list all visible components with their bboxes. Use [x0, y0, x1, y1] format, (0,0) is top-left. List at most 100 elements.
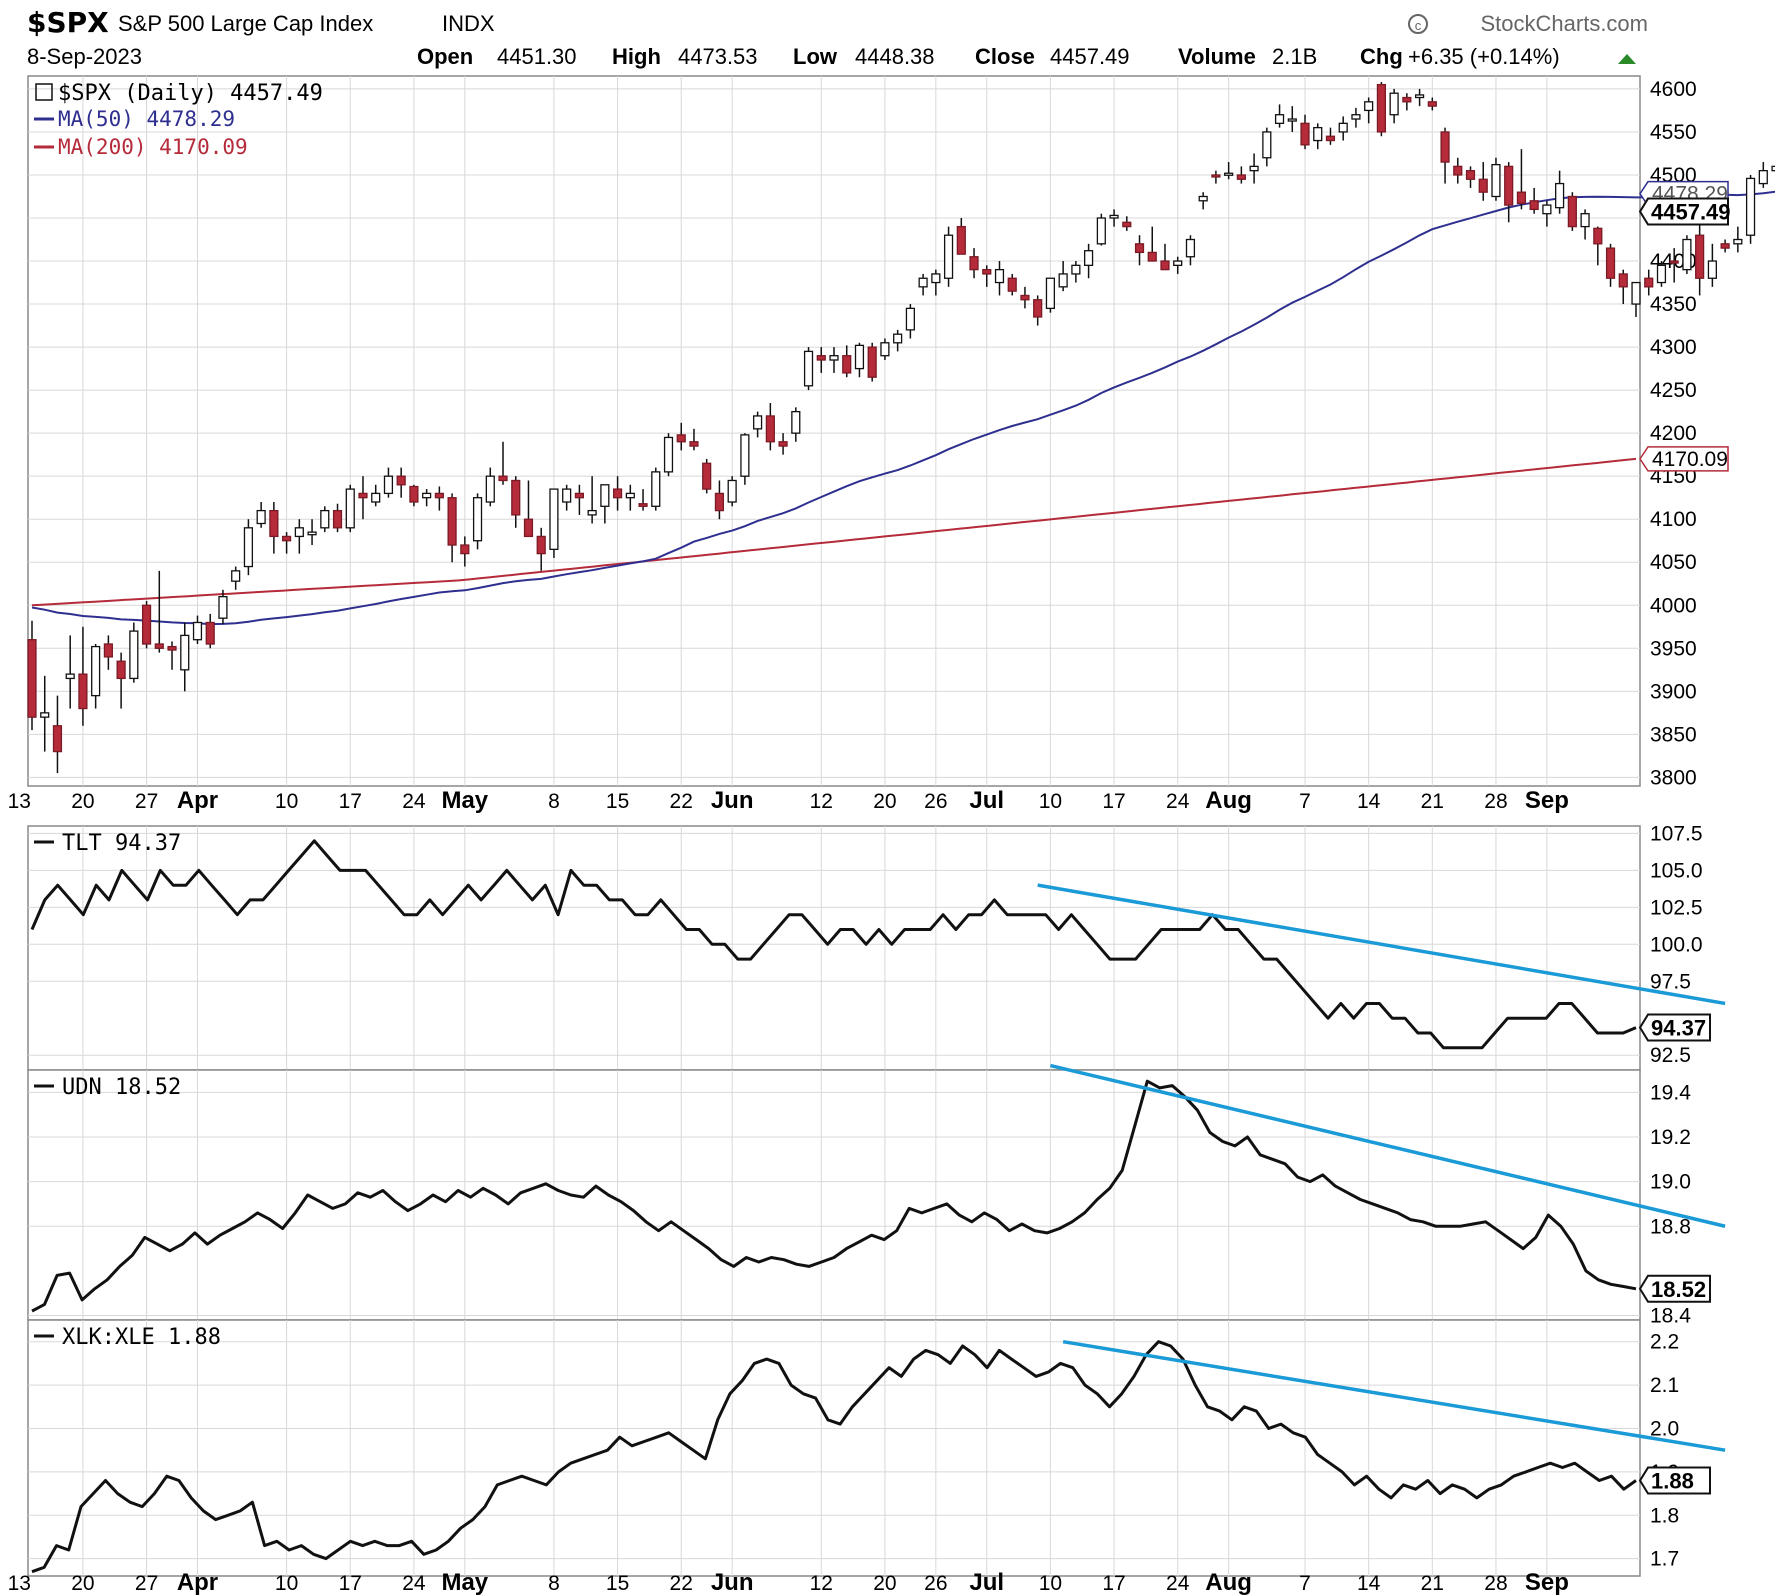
x-tick-label: 28: [1484, 1572, 1507, 1595]
candle-body: [129, 630, 139, 680]
triangle-up-icon: [1618, 54, 1636, 64]
brand: StockCharts.com: [1481, 11, 1649, 36]
candle: [765, 403, 775, 451]
candle-body: [638, 503, 648, 507]
candle-body: [1758, 170, 1768, 185]
series-legend: XLK:XLE 1.88: [62, 1325, 221, 1350]
x-tick-label: 24: [1166, 790, 1190, 813]
x-tick-label: 15: [606, 1572, 629, 1595]
candle-body: [727, 479, 737, 503]
candle: [943, 226, 954, 287]
candle: [574, 484, 584, 515]
candle-body: [1771, 165, 1775, 172]
candle-body: [1567, 195, 1577, 228]
candle-body: [663, 436, 674, 473]
symbol: $SPX: [27, 6, 109, 39]
x-tick-label: 12: [810, 1572, 833, 1595]
candle: [778, 433, 788, 455]
candle-body: [625, 492, 635, 499]
chg-value: +6.35 (+0.14%): [1408, 44, 1560, 69]
candle: [816, 347, 826, 373]
candle: [1555, 170, 1565, 214]
candle-body: [472, 497, 483, 542]
series-legend: UDN 18.52: [62, 1075, 181, 1100]
legend-main: $SPX (Daily) 4457.49: [58, 81, 323, 106]
candle-body: [1453, 165, 1463, 176]
x-tick-label: May: [441, 787, 488, 814]
candle: [1707, 243, 1717, 287]
candle-body: [485, 475, 495, 503]
y-tick-label: 4350: [1650, 293, 1697, 316]
x-tick-label: 10: [275, 1572, 298, 1595]
chg-label: Chg: [1360, 44, 1403, 69]
candle: [600, 484, 610, 524]
candle-body: [1198, 195, 1208, 202]
candle: [651, 467, 661, 511]
y-tick-label: 1.8: [1650, 1504, 1679, 1527]
candle: [842, 345, 852, 378]
candle: [905, 304, 915, 339]
candle: [829, 347, 839, 373]
candle: [714, 480, 725, 520]
candle: [854, 342, 865, 378]
candle-body: [460, 544, 470, 555]
candle: [269, 502, 279, 554]
x-axis-0: 13 20 27 Apr 10 17 24 May 8 15 22 Jun 12 20 26 Jul 10 17 2…: [8, 787, 1569, 814]
y-tick-label: 2.2: [1650, 1331, 1679, 1354]
exchange: INDX: [442, 11, 495, 36]
candle: [383, 467, 394, 498]
candle-body: [40, 712, 50, 718]
candle-body: [52, 725, 63, 753]
candle: [982, 265, 992, 287]
candle-body: [422, 492, 432, 499]
candle-body: [1733, 238, 1743, 245]
candle: [1465, 166, 1476, 188]
candle-body: [1096, 217, 1106, 245]
candle-body: [307, 531, 317, 536]
candle-body: [371, 492, 381, 503]
candle: [931, 269, 941, 296]
candle: [1682, 235, 1692, 274]
candle: [192, 615, 203, 644]
candle: [65, 635, 75, 709]
y-tick-label: 3850: [1650, 723, 1697, 746]
x-tick-label: Jun: [711, 1569, 754, 1595]
candle: [472, 493, 483, 550]
candle-body: [740, 434, 750, 477]
candle-body: [1109, 214, 1119, 219]
candle-body: [1593, 227, 1603, 245]
x-tick-label: 12: [810, 790, 833, 813]
y-tick-label: 3900: [1650, 680, 1697, 703]
candle-body: [893, 333, 903, 344]
candle-body: [1542, 204, 1552, 215]
candle: [1567, 192, 1577, 231]
x-tick-label: May: [441, 1569, 488, 1595]
candle: [1313, 123, 1323, 150]
y-tick-label: 4300: [1650, 336, 1697, 359]
candle-body: [1529, 200, 1539, 211]
candle: [511, 476, 521, 528]
x-tick-label: 26: [924, 790, 947, 813]
panel-frame: [27, 75, 1641, 787]
y-tick-label: 1.7: [1650, 1548, 1679, 1571]
candle-body: [1033, 299, 1043, 318]
candle-body: [1084, 250, 1094, 266]
candle-body: [269, 509, 279, 538]
candle: [129, 622, 139, 683]
low-label: Low: [793, 44, 838, 69]
candle-body: [1211, 174, 1221, 178]
candle: [103, 635, 113, 670]
y-tick-label: 4250: [1650, 379, 1697, 402]
candle-body: [867, 346, 877, 378]
candle-body: [1427, 101, 1437, 107]
candle: [536, 527, 546, 571]
candle-body: [1656, 264, 1667, 284]
candle-body: [651, 471, 661, 507]
y-tick-label: 4100: [1650, 508, 1697, 531]
candle-body: [778, 441, 788, 447]
candle: [880, 338, 890, 360]
candle-body: [1580, 213, 1590, 228]
candle: [1720, 239, 1730, 253]
candle: [1618, 269, 1628, 305]
